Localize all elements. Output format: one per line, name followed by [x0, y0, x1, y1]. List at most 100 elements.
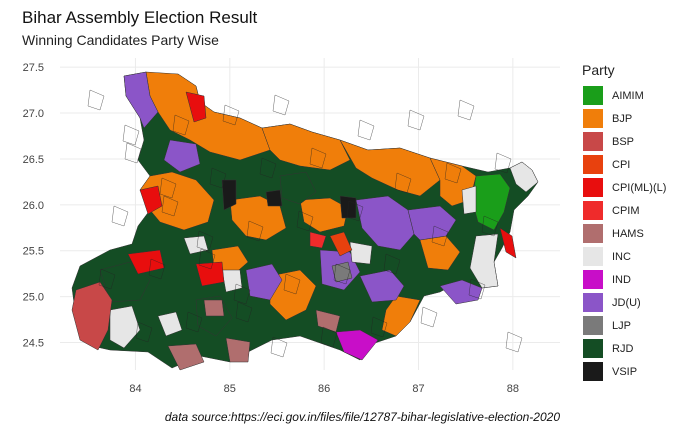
constituency-region [279, 171, 317, 205]
constituency-boundary [185, 311, 203, 333]
constituency-boundary [370, 316, 388, 338]
y-tick-label: 26.0 [23, 200, 44, 212]
constituency-boundary [98, 268, 116, 290]
constituency-boundary [270, 336, 288, 358]
constituency-region [157, 311, 183, 337]
constituency-boundary [209, 167, 227, 189]
constituency-boundary [296, 210, 314, 232]
legend-swatch [582, 200, 604, 221]
constituency-region [163, 139, 201, 173]
constituency-region [221, 269, 243, 293]
constituency-boundary [161, 195, 179, 217]
legend-title: Party [582, 62, 615, 78]
constituency-boundary [394, 172, 412, 194]
constituency-region [109, 305, 141, 349]
constituency-boundary [196, 230, 214, 252]
constituency-boundary [407, 109, 425, 131]
constituency-boundary [309, 147, 327, 169]
constituency-boundary [320, 326, 338, 348]
constituency-region [167, 343, 205, 371]
constituency-region [221, 179, 237, 211]
legend-item: CPI(ML)(L) [582, 176, 666, 199]
y-tick-label: 27.0 [23, 108, 44, 120]
constituency-boundary [111, 205, 129, 227]
x-tick-label: 86 [318, 383, 330, 395]
legend-item: VSIP [582, 360, 666, 383]
constituency-boundary [135, 321, 153, 343]
tick-labels: 84 85 86 87 88 24.5 25.0 25.5 26.0 26.5 27.0 27.5 [23, 62, 519, 395]
legend-item: BJP [582, 107, 666, 130]
constituency-region [509, 161, 539, 193]
constituency-region [195, 261, 225, 287]
legend-swatch [582, 154, 604, 175]
legend-item: JD(U) [582, 291, 666, 314]
constituency-region [225, 337, 251, 363]
y-tick-label: 25.0 [23, 292, 44, 304]
x-tick-label: 87 [412, 383, 424, 395]
constituency-region [329, 231, 353, 257]
legend-item: IND [582, 268, 666, 291]
constituency-region [245, 263, 283, 301]
legend-label: INC [612, 250, 631, 263]
legend: Party AIMIM BJP BSP CPI CPI(ML)(L) CPIM HAMS IN… [582, 62, 666, 383]
constituency-region [331, 261, 353, 283]
constituency-region [339, 195, 357, 219]
constituency-boundary [233, 283, 251, 305]
constituency-boundary [259, 157, 277, 179]
legend-label: LJP [612, 319, 631, 332]
legend-label: CPIM [612, 204, 640, 217]
legend-swatch [582, 131, 604, 152]
constituency-boundary [444, 162, 462, 184]
constituency-region [71, 281, 113, 351]
constituency-boundary [357, 119, 375, 141]
legend-label: BJP [612, 112, 633, 125]
y-tick-label: 26.5 [23, 154, 44, 166]
constituency-boundary [431, 225, 449, 247]
map-title: Bihar Assembly Election Result [22, 8, 258, 27]
legend-item: INC [582, 245, 666, 268]
constituency-boundary [235, 301, 253, 323]
constituency-region [299, 197, 349, 233]
constituency-region [335, 329, 379, 361]
legend-label: IND [612, 273, 631, 286]
x-tick-label: 84 [129, 383, 141, 395]
constituency-region [185, 91, 207, 123]
constituency-region [309, 231, 327, 249]
constituency-boundary [383, 253, 401, 275]
legend-swatch [582, 177, 604, 198]
legend-item: CPI [582, 153, 666, 176]
constituency-region [339, 139, 441, 197]
data-source-caption: data source:https://eci.gov.in/files/fil… [164, 410, 560, 424]
constituency-boundary [172, 114, 190, 136]
constituency-region [461, 185, 477, 215]
constituency-boundary [333, 263, 351, 285]
constituency-region [139, 185, 163, 215]
constituency-boundary [198, 248, 216, 270]
constituency-boundary [468, 278, 486, 300]
constituency-region [229, 195, 287, 241]
map-subtitle: Winning Candidates Party Wise [22, 32, 219, 48]
x-tick-label: 85 [224, 383, 236, 395]
legend-item: LJP [582, 314, 666, 337]
legend-item: RJD [582, 337, 666, 360]
constituency-region [265, 189, 283, 207]
constituency-boundary [124, 142, 142, 164]
constituency-region [123, 71, 159, 129]
legend-swatch [582, 269, 604, 290]
constituency-region [269, 269, 317, 321]
legend-label: JD(U) [612, 296, 641, 309]
constituency-region [407, 205, 457, 241]
legend-label: AIMIM [612, 89, 644, 102]
constituency-region [261, 123, 351, 171]
legend-item: BSP [582, 130, 666, 153]
constituency-map [71, 71, 539, 371]
legend-item: HAMS [582, 222, 666, 245]
constituency-region [203, 299, 225, 317]
legend-label: RJD [612, 342, 634, 355]
constituency-boundary [481, 215, 499, 237]
legend-label: HAMS [612, 227, 644, 240]
legend-swatch [582, 315, 604, 336]
legend-swatch [582, 246, 604, 267]
constituency-boundary [420, 306, 438, 328]
